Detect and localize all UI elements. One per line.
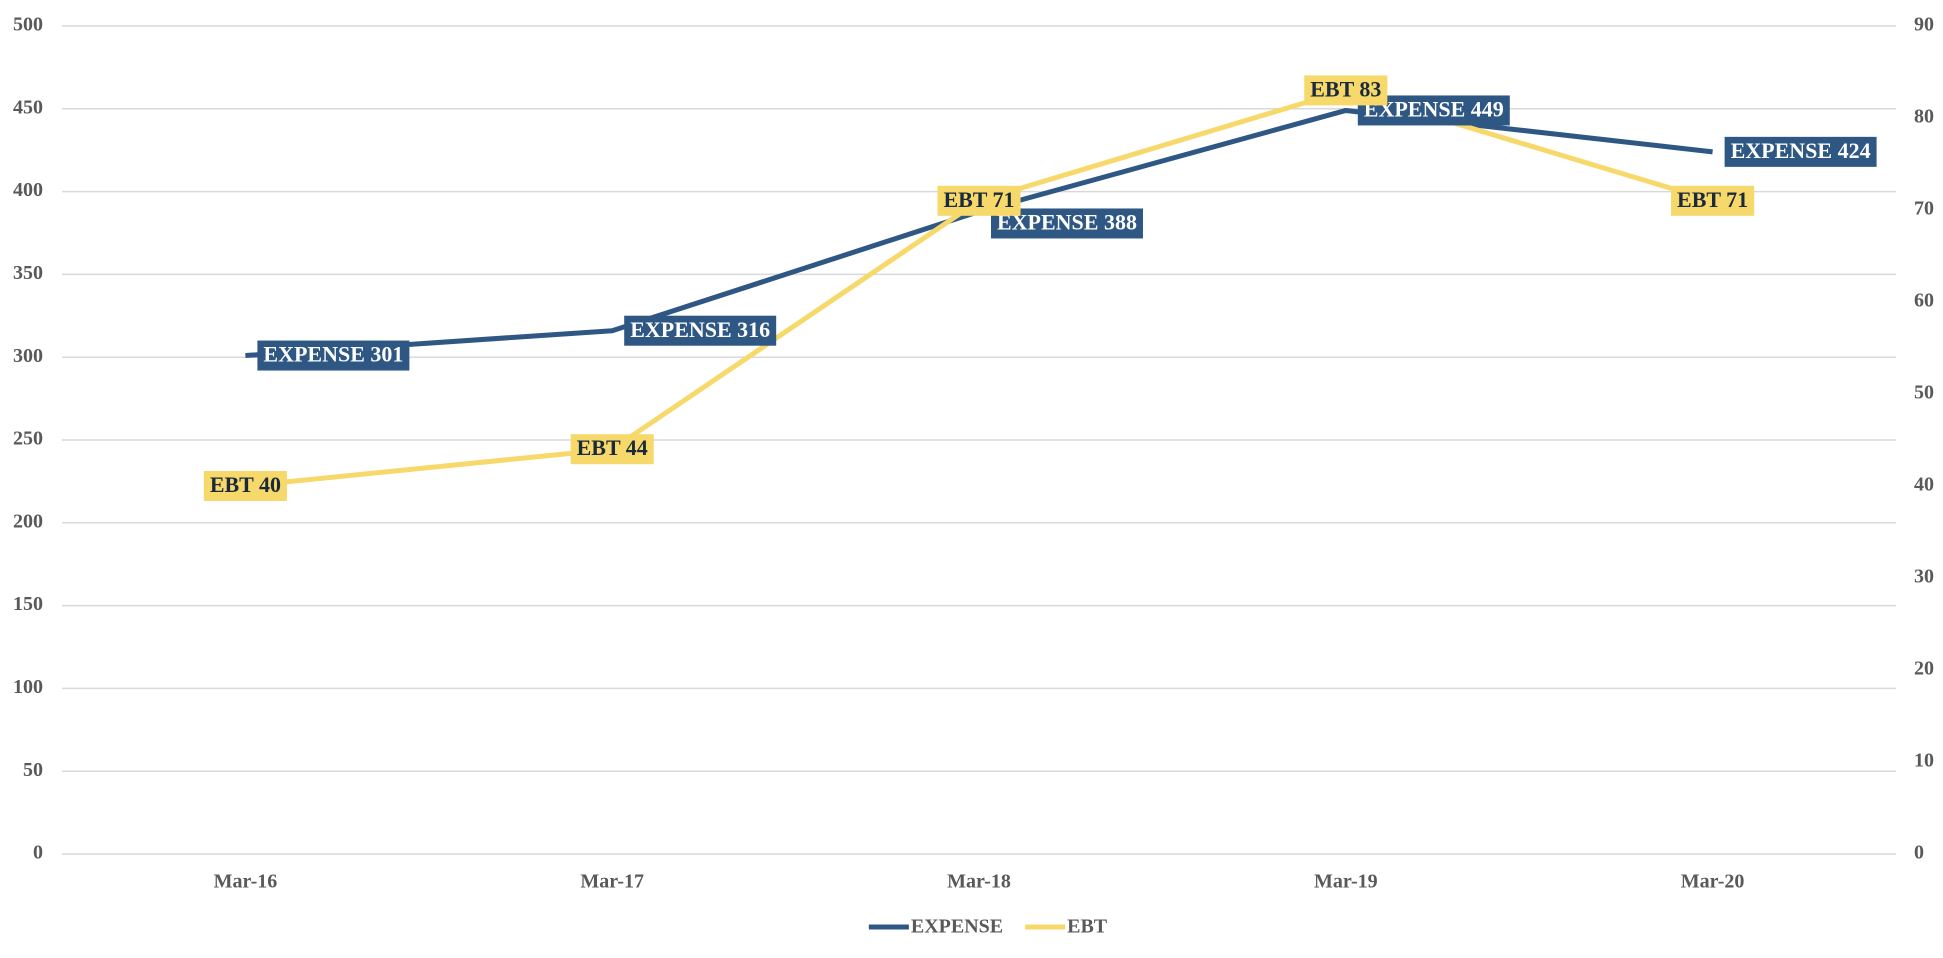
y2-tick-label: 20 (1914, 658, 1934, 680)
y-tick-label: 400 (13, 179, 43, 201)
y-tick-label: 450 (13, 96, 43, 118)
data-label: EBT 83 (1304, 75, 1388, 106)
data-label: EBT 71 (937, 185, 1021, 216)
legend-item: EBT (1025, 916, 1108, 938)
data-label-text: EXPENSE 424 (1731, 138, 1871, 163)
data-label-text: EBT 44 (577, 435, 648, 460)
legend-item: EXPENSE (868, 916, 1003, 938)
y-tick-label: 300 (13, 345, 43, 367)
y-tick-label: 50 (23, 759, 43, 781)
label-box (1304, 75, 1388, 106)
data-label-text: EXPENSE 301 (263, 342, 403, 367)
data-label-text: EBT 71 (1677, 187, 1748, 212)
data-label: EBT 44 (570, 434, 654, 465)
legend-label: EBT (1067, 916, 1108, 938)
y-tick-label: 100 (13, 676, 43, 698)
x-tick-label: Mar-17 (580, 871, 644, 893)
data-label: EBT 40 (203, 471, 287, 501)
data-label: EXPENSE 316 (624, 315, 777, 346)
y-tick-label: 200 (13, 510, 43, 532)
label-box (1671, 185, 1755, 216)
data-label-text: EBT 83 (1310, 76, 1381, 101)
data-label-text: EBT 40 (210, 472, 281, 497)
y2-tick-label: 90 (1914, 14, 1934, 36)
y-tick-label: 350 (13, 262, 43, 284)
data-label-text: EBT 71 (943, 187, 1014, 212)
y-tick-label: 0 (33, 842, 43, 864)
label-box (937, 185, 1021, 216)
x-tick-label: Mar-16 (214, 871, 278, 893)
label-box (570, 434, 654, 465)
data-label-text: EXPENSE 316 (630, 317, 770, 342)
y2-tick-label: 10 (1914, 750, 1934, 772)
label-box (1724, 136, 1877, 167)
series-line (245, 87, 1714, 489)
y-tick-label: 150 (13, 593, 43, 615)
label-box (257, 340, 410, 371)
y2-tick-label: 50 (1914, 382, 1934, 404)
y-tick-label: 250 (13, 428, 43, 450)
series-line (245, 107, 1713, 359)
data-label: EXPENSE 424 (1724, 136, 1877, 167)
label-box (624, 315, 777, 346)
x-tick-label: Mar-20 (1681, 871, 1745, 893)
data-label: EBT 71 (1671, 185, 1755, 216)
y2-tick-label: 30 (1914, 566, 1934, 588)
label-box (203, 471, 287, 501)
y2-tick-label: 0 (1914, 842, 1924, 864)
y-tick-label: 500 (13, 14, 43, 36)
y2-tick-label: 40 (1914, 474, 1934, 496)
data-label: EXPENSE 301 (257, 340, 410, 371)
x-tick-label: Mar-19 (1314, 871, 1378, 893)
y2-tick-label: 80 (1914, 106, 1934, 128)
x-tick-label: Mar-18 (947, 871, 1011, 893)
y2-tick-label: 70 (1914, 198, 1934, 220)
y2-tick-label: 60 (1914, 290, 1934, 312)
legend-label: EXPENSE (911, 916, 1003, 938)
